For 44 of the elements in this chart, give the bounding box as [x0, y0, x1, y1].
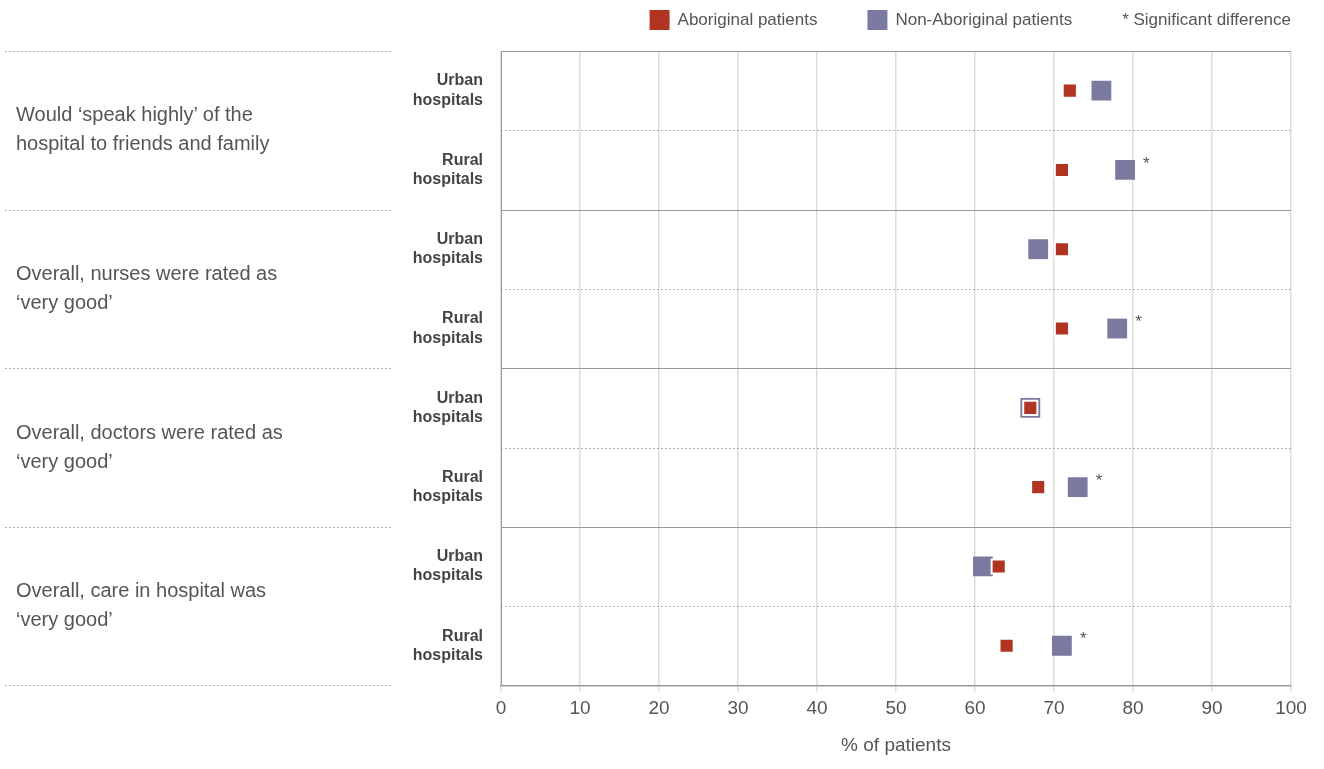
data-label: *	[1135, 312, 1143, 332]
x-tick-label: 50	[885, 697, 907, 719]
point	[1067, 477, 1088, 498]
text: Overall, doctors were rated as ‘very good’	[16, 420, 283, 472]
x-tick-label: 100	[1275, 697, 1307, 719]
x-tick-label: 30	[727, 697, 749, 719]
y-tick-label: Rural hospitals	[412, 467, 484, 505]
y-tick-label: Rural hospitals	[412, 309, 484, 346]
y-tick-label: Urban hospitals	[412, 547, 484, 584]
point	[990, 558, 1007, 575]
text: * Significant difference	[1122, 9, 1292, 29]
point	[1053, 320, 1070, 337]
point	[998, 637, 1015, 654]
y-tick-label: Rural hospitals	[412, 150, 484, 187]
data-label: *	[1143, 153, 1151, 173]
text: Would ‘speak highly’ of the hospital to friends and family	[16, 103, 270, 155]
y-tick-label: Urban hospitals	[412, 230, 484, 267]
data-label: *	[1095, 470, 1103, 490]
legend-label: Non-Aboriginal patients	[895, 9, 1073, 29]
y-tick-label: Urban hospitals	[412, 71, 484, 108]
x-tick-label: 60	[964, 697, 986, 719]
y-tick-label: Rural hospitals	[412, 626, 484, 663]
point	[1107, 318, 1128, 339]
text: Overall, care in hospital was ‘very good’	[16, 579, 267, 631]
point	[1091, 80, 1112, 101]
point	[1061, 82, 1078, 99]
point	[1053, 241, 1070, 258]
x-axis-title: % of patients	[841, 733, 951, 755]
x-tick-label: 80	[1122, 697, 1144, 719]
x-tick-label: 40	[806, 697, 828, 719]
x-tick-label: 20	[648, 697, 670, 719]
legend-label: Aboriginal patients	[677, 9, 818, 29]
y-tick-label: Urban hospitals	[412, 388, 484, 425]
x-tick-label: 0	[495, 697, 507, 719]
point	[1115, 160, 1135, 180]
data-label: *	[1079, 629, 1087, 649]
point	[1028, 239, 1049, 260]
point	[1053, 161, 1070, 179]
point	[1052, 635, 1072, 656]
x-tick-label: 70	[1043, 697, 1065, 719]
x-tick-label: 90	[1201, 697, 1223, 719]
text: Overall, nurses were rated as ‘very good’	[16, 261, 278, 313]
point	[1030, 479, 1047, 496]
x-tick-label: 10	[569, 697, 591, 719]
